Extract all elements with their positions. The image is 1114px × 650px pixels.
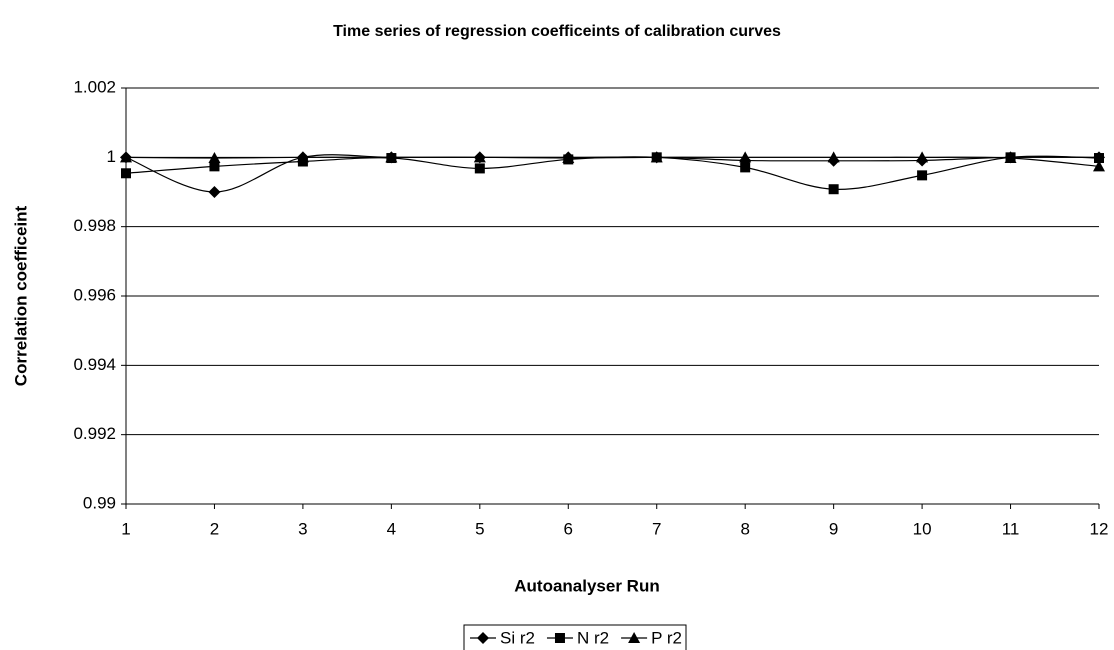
point	[296, 151, 309, 163]
x-tick-label: 9	[829, 519, 838, 538]
point	[120, 151, 132, 163]
point	[385, 151, 398, 163]
legend-label: Si r2	[500, 628, 535, 647]
y-tick-label: 0.992	[73, 424, 116, 443]
legend-label: N r2	[577, 628, 609, 647]
point	[208, 186, 221, 198]
x-tick-label: 11	[1002, 519, 1020, 538]
legend-box	[463, 624, 687, 650]
point	[121, 168, 131, 179]
x-tick-label: 3	[298, 519, 307, 538]
point	[208, 152, 221, 164]
y-tick-label: 0.99	[83, 493, 116, 512]
x-tick-label: 2	[210, 519, 219, 538]
x-tick-label: 8	[740, 519, 749, 538]
y-tick-label: 1.002	[73, 77, 116, 96]
x-tick-label: 6	[564, 519, 573, 538]
legend-marker	[477, 632, 489, 644]
point	[473, 151, 486, 163]
point	[650, 151, 663, 163]
point	[209, 161, 220, 172]
y-tick-label: 0.994	[73, 355, 116, 374]
x-tick-label: 12	[1090, 519, 1109, 538]
y-tick-label: 0.996	[73, 285, 116, 304]
point	[1004, 152, 1017, 164]
point	[827, 151, 840, 163]
x-tick-label: 1	[121, 519, 130, 538]
y-tick-label: 0.998	[73, 216, 116, 235]
point	[474, 163, 485, 174]
series-line	[125, 154, 1100, 193]
point	[562, 152, 575, 164]
y-axis-label: Correlation coefficeint	[11, 205, 30, 386]
point	[828, 184, 839, 195]
legend-marker	[554, 633, 565, 643]
y-tick-label: 1	[107, 147, 116, 166]
point	[916, 151, 929, 163]
point	[1094, 153, 1104, 164]
x-tick-label: 5	[475, 519, 484, 538]
x-axis-label: Autoanalyser Run	[514, 576, 659, 595]
series-line	[125, 155, 1100, 190]
point	[917, 170, 928, 181]
x-tick-label: 7	[652, 519, 661, 538]
legend-marker	[628, 632, 641, 643]
point	[1093, 160, 1105, 172]
legend-label: P r2	[651, 628, 682, 647]
x-tick-label: 10	[913, 519, 932, 538]
point	[739, 151, 752, 163]
chart-title: Time series of regression coefficeints o…	[333, 23, 781, 40]
x-tick-label: 4	[387, 519, 396, 538]
series-line	[125, 156, 1100, 167]
point	[740, 162, 751, 173]
